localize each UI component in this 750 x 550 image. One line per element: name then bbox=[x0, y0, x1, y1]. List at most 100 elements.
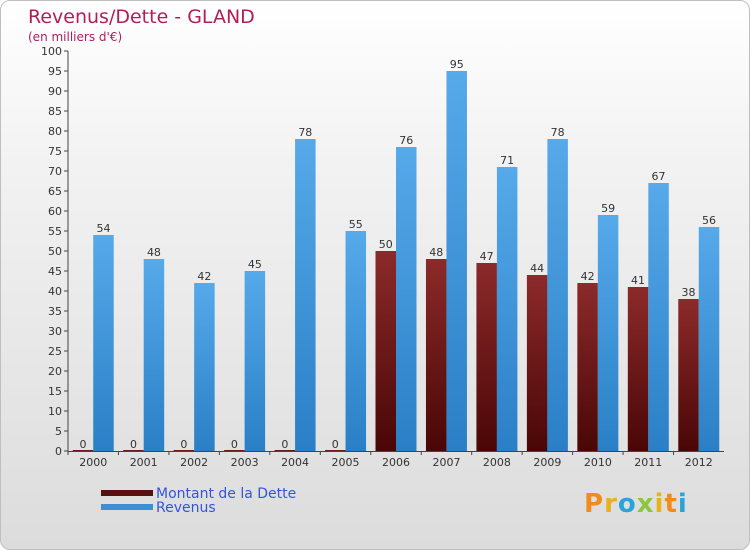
logo-letter: o bbox=[617, 489, 637, 519]
x-tick-label: 2001 bbox=[130, 456, 158, 469]
y-tick-label: 40 bbox=[48, 285, 62, 298]
y-tick-label: 65 bbox=[48, 185, 62, 198]
bar-revenue bbox=[597, 215, 619, 451]
data-label-revenue: 78 bbox=[551, 126, 565, 139]
bar-debt bbox=[375, 251, 396, 451]
bar-revenue bbox=[244, 271, 266, 451]
bar-revenue bbox=[143, 259, 165, 451]
data-label-debt: 0 bbox=[130, 438, 137, 451]
data-label-revenue: 67 bbox=[652, 170, 666, 183]
legend-label-debt: Montant de la Dette bbox=[156, 486, 297, 502]
bar-debt bbox=[627, 287, 649, 451]
logo-letter: P bbox=[584, 489, 605, 519]
x-tick-label: 2000 bbox=[79, 456, 107, 469]
y-tick-label: 60 bbox=[48, 205, 62, 218]
data-label-debt: 41 bbox=[631, 274, 645, 287]
bar-debt bbox=[425, 259, 447, 451]
logo-letter: i bbox=[677, 489, 688, 519]
proxiti-logo: Proxiti bbox=[584, 489, 688, 519]
y-tick-label: 15 bbox=[48, 385, 62, 398]
y-tick-label: 50 bbox=[48, 245, 62, 258]
x-tick-label: 2012 bbox=[685, 456, 713, 469]
y-tick-label: 35 bbox=[48, 305, 62, 318]
data-label-debt: 50 bbox=[379, 238, 393, 251]
data-label-revenue: 55 bbox=[349, 218, 363, 231]
data-label-debt: 42 bbox=[581, 270, 595, 283]
data-label-debt: 38 bbox=[682, 286, 696, 299]
data-label-debt: 48 bbox=[429, 246, 443, 259]
bar-debt bbox=[274, 450, 296, 451]
bar-debt bbox=[72, 450, 94, 451]
y-tick-label: 90 bbox=[48, 85, 62, 98]
legend-label-revenue: Revenus bbox=[156, 500, 216, 516]
y-tick-label: 10 bbox=[48, 405, 62, 418]
bar-debt bbox=[678, 299, 699, 451]
x-tick-label: 2009 bbox=[533, 456, 561, 469]
bar-chart: 0 5 10 15 20 25 30 35 40 45 50 55 60 65 70 75 80 85 90 95 10… bbox=[41, 45, 724, 469]
bar-revenue bbox=[194, 283, 215, 451]
y-tick-label: 85 bbox=[48, 105, 62, 118]
y-tick-label: 95 bbox=[48, 65, 62, 78]
bar-revenue bbox=[93, 235, 114, 451]
bar-revenue bbox=[295, 139, 316, 451]
y-tick-label: 25 bbox=[48, 345, 62, 358]
bar-revenue bbox=[648, 183, 669, 451]
data-label-revenue: 42 bbox=[197, 270, 211, 283]
bar-debt bbox=[123, 450, 144, 451]
logo-letter: r bbox=[604, 489, 618, 519]
x-tick-label: 2002 bbox=[180, 456, 208, 469]
data-label-debt: 0 bbox=[180, 438, 187, 451]
logo-letter: i bbox=[654, 489, 665, 519]
y-tick-label: 100 bbox=[41, 45, 62, 58]
x-tick-label: 2004 bbox=[281, 456, 309, 469]
data-label-revenue: 59 bbox=[601, 202, 615, 215]
x-tick-label: 2005 bbox=[332, 456, 360, 469]
data-label-revenue: 76 bbox=[399, 134, 413, 147]
bar-debt bbox=[476, 263, 497, 451]
bar-revenue bbox=[446, 71, 467, 451]
y-tick-label: 80 bbox=[48, 125, 62, 138]
y-tick-label: 30 bbox=[48, 325, 62, 338]
data-label-debt: 0 bbox=[281, 438, 288, 451]
x-tick-label: 2007 bbox=[432, 456, 460, 469]
logo-letter: t bbox=[664, 489, 678, 519]
x-tick-label: 2011 bbox=[634, 456, 662, 469]
data-label-debt: 0 bbox=[332, 438, 339, 451]
bar-debt bbox=[577, 283, 598, 451]
bar-revenue bbox=[345, 231, 367, 451]
data-label-debt: 47 bbox=[480, 250, 494, 263]
chart-subtitle: (en milliers d'€) bbox=[28, 30, 123, 44]
bar-revenue bbox=[547, 139, 568, 451]
x-tick-label: 2010 bbox=[584, 456, 612, 469]
legend-swatch-debt bbox=[101, 490, 153, 496]
y-tick-label: 20 bbox=[48, 365, 62, 378]
bar-debt bbox=[224, 450, 245, 451]
y-tick-label: 55 bbox=[48, 225, 62, 238]
data-label-debt: 44 bbox=[530, 262, 544, 275]
bar-debt bbox=[526, 275, 548, 451]
bar-revenue bbox=[396, 147, 417, 451]
x-tick-label: 2003 bbox=[231, 456, 259, 469]
y-tick-label: 5 bbox=[55, 425, 62, 438]
y-tick-label: 70 bbox=[48, 165, 62, 178]
bars: 0 54 0 48 0 42 0 45 0 78 0 55 50 76 48 95 47 71 44 78 42 59 41… bbox=[72, 58, 720, 451]
data-label-revenue: 56 bbox=[702, 214, 716, 227]
data-label-debt: 0 bbox=[79, 438, 86, 451]
logo-letter: x bbox=[636, 489, 655, 519]
data-label-revenue: 78 bbox=[298, 126, 312, 139]
x-axis: 2000 2001 2002 2003 2004 2005 2006 2007 2008 2009… bbox=[67, 451, 724, 469]
data-label-revenue: 71 bbox=[500, 154, 514, 167]
data-label-revenue: 54 bbox=[96, 222, 110, 235]
x-tick-label: 2008 bbox=[483, 456, 511, 469]
y-tick-label: 45 bbox=[48, 265, 62, 278]
y-tick-label: 75 bbox=[48, 145, 62, 158]
bar-debt bbox=[173, 450, 195, 451]
x-tick-label: 2006 bbox=[382, 456, 410, 469]
bar-revenue bbox=[496, 167, 518, 451]
data-label-revenue: 48 bbox=[147, 246, 161, 259]
chart-title: Revenus/Dette - GLAND bbox=[28, 6, 255, 28]
y-tick-label: 0 bbox=[55, 445, 62, 458]
data-label-debt: 0 bbox=[231, 438, 238, 451]
data-label-revenue: 45 bbox=[248, 258, 262, 271]
